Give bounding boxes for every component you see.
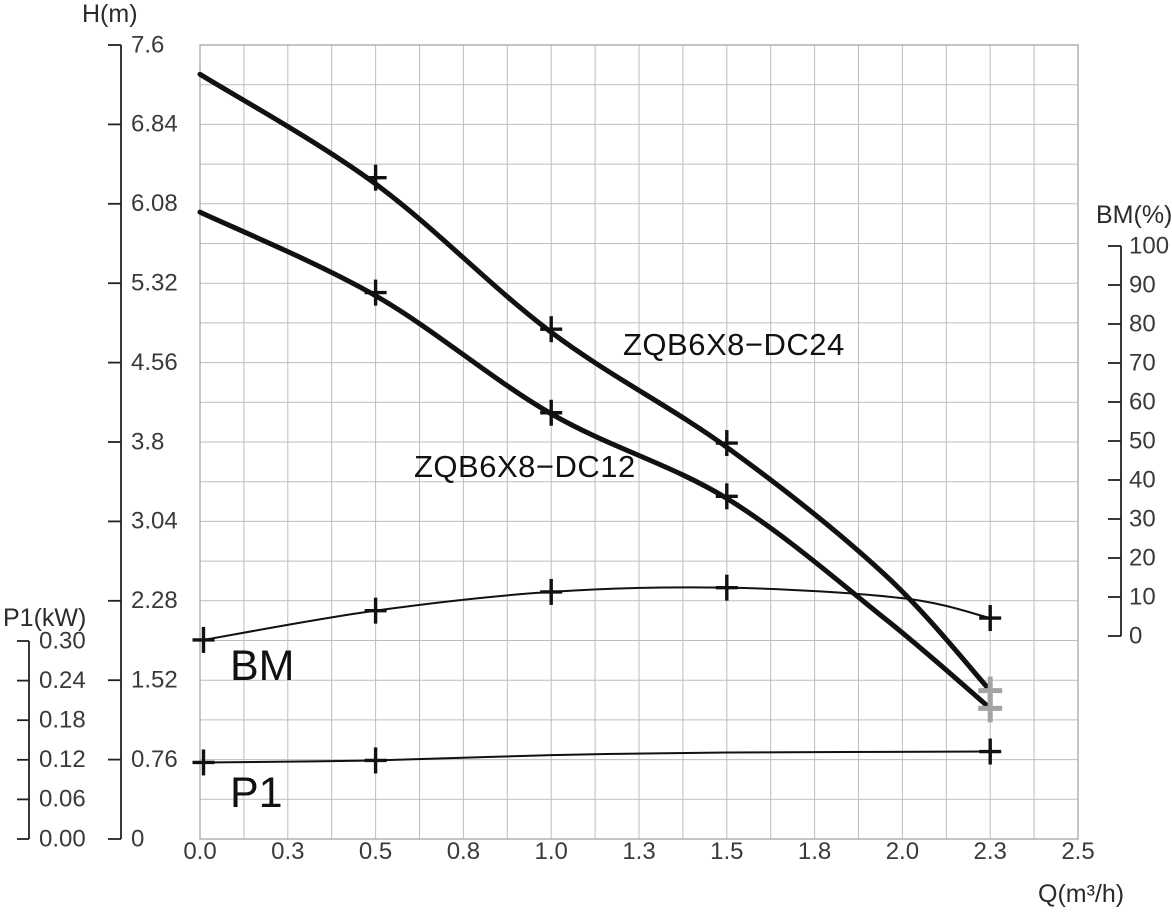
h-tick-label: 0.76 — [131, 746, 178, 773]
bm-tick-label: 100 — [1129, 232, 1169, 259]
grid — [199, 44, 1079, 840]
curve-BM — [202, 586, 992, 641]
plus-marker — [540, 399, 563, 426]
h-tick-label: 4.56 — [131, 349, 178, 376]
x-tick-label: 1.0 — [535, 838, 568, 865]
plus-marker — [364, 279, 387, 306]
bm-tick-label: 70 — [1129, 349, 1156, 376]
series-label-bm: BM — [230, 642, 295, 690]
plus-marker — [364, 747, 387, 774]
plus-marker — [978, 694, 1003, 723]
h-tick-label: 5.32 — [131, 270, 178, 297]
p1-tick-label: 0.24 — [39, 667, 86, 694]
p1-axis-title: P1(kW) — [3, 604, 87, 632]
h-tick-label: 6.08 — [131, 190, 178, 217]
series-label-zqb6x8-dc24: ZQB6X8−DC24 — [623, 327, 845, 362]
plus-marker — [540, 316, 563, 343]
curve-ZQB6X8−DC12 — [197, 209, 993, 711]
curve-P1 — [202, 750, 992, 764]
h-tick-label: 7.6 — [131, 31, 164, 58]
x-tick-label: 1.3 — [622, 838, 655, 865]
p1-tick-label: 0.00 — [39, 825, 86, 852]
plus-marker — [979, 605, 1002, 632]
plus-marker — [364, 597, 387, 624]
bm-tick-label: 40 — [1129, 466, 1156, 493]
bm-tick-label: 10 — [1129, 583, 1156, 610]
h-tick-label: 0 — [131, 825, 144, 852]
bm-tick-label: 20 — [1129, 544, 1156, 571]
p1-scale: 0.30 0.24 0.18 0.12 0.06 0.00 — [17, 627, 86, 852]
h-scale: 7.6 6.84 6.08 5.32 4.56 3.8 3.04 2.28 1.52 0.76 0 — [108, 31, 178, 852]
x-tick-label: 0.0 — [183, 838, 216, 865]
bm-axis-title: BM(%) — [1096, 201, 1172, 229]
x-tick-label: 1.8 — [798, 838, 831, 865]
plus-marker — [192, 626, 215, 653]
data-markers — [192, 164, 1003, 776]
plus-marker — [715, 483, 738, 510]
h-tick-label: 6.84 — [131, 111, 178, 138]
plus-marker — [364, 164, 387, 191]
p1-tick-label: 0.30 — [39, 627, 86, 654]
x-tick-label: 2.5 — [1061, 838, 1094, 865]
plus-marker — [540, 578, 563, 605]
bm-tick-label: 0 — [1129, 622, 1142, 649]
plus-marker — [979, 738, 1002, 765]
bm-tick-label: 60 — [1129, 388, 1156, 415]
series-label-zqb6x8-dc12: ZQB6X8−DC12 — [414, 449, 636, 484]
p1-tick-label: 0.18 — [39, 707, 86, 734]
bm-tick-label: 30 — [1129, 505, 1156, 532]
plot-border — [199, 44, 1079, 840]
series-label-p1: P1 — [230, 769, 283, 817]
bm-tick-label: 50 — [1129, 427, 1156, 454]
plus-marker — [192, 749, 215, 776]
x-tick-label: 2.3 — [974, 838, 1007, 865]
bm-tick-label: 80 — [1129, 310, 1156, 337]
x-tick-label: 1.5 — [710, 838, 743, 865]
p1-tick-label: 0.12 — [39, 746, 86, 773]
bm-tick-label: 90 — [1129, 271, 1156, 298]
x-tick-label: 2.0 — [886, 838, 919, 865]
h-axis-title: H(m) — [82, 0, 138, 28]
x-axis-labels: 0.0 0.3 0.5 0.8 1.0 1.3 1.5 1.8 2.0 2.3 2.5 — [183, 838, 1094, 865]
x-tick-label: 0.3 — [271, 838, 304, 865]
h-tick-label: 2.28 — [131, 587, 178, 614]
curve-ZQB6X8−DC24 — [197, 71, 993, 694]
h-tick-label: 3.8 — [131, 428, 164, 455]
curves — [197, 71, 993, 764]
h-tick-label: 1.52 — [131, 667, 178, 694]
x-tick-label: 0.8 — [447, 838, 480, 865]
p1-tick-label: 0.06 — [39, 786, 86, 813]
plus-marker — [715, 430, 738, 457]
h-tick-label: 3.04 — [131, 508, 178, 535]
q-axis-title: Q(m³/h) — [1038, 880, 1125, 908]
x-tick-label: 0.5 — [359, 838, 392, 865]
plus-marker — [715, 574, 738, 601]
